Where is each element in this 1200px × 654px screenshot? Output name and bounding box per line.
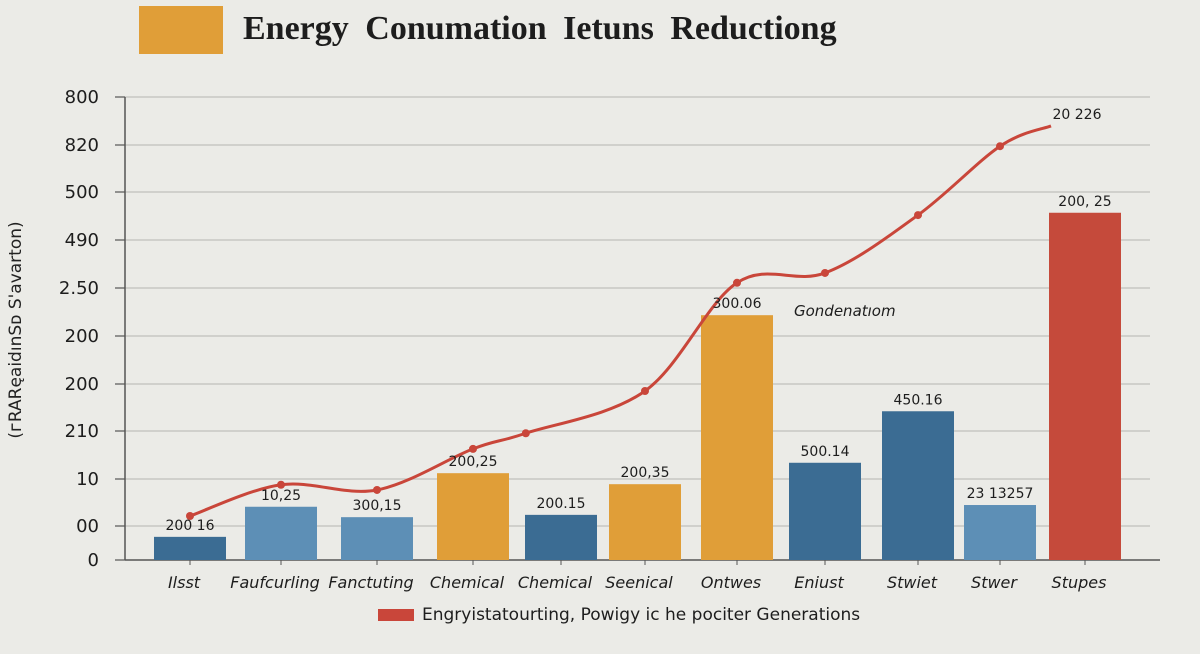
bar-data-label: 200 16 [166,518,215,534]
y-tick-label: 500 [65,182,99,203]
bar [341,517,413,560]
line-point [996,142,1004,151]
x-tick-label: Ontwes [701,573,761,592]
bars [154,212,1121,560]
y-tick-label: 200 [65,326,99,347]
y-tick-label: 0 [88,550,99,571]
bar [525,514,597,560]
bar [245,506,317,560]
bar [437,473,509,560]
y-tick-label: 820 [65,135,99,156]
line-point [641,387,649,396]
line-series [186,124,1052,521]
bar [154,536,226,560]
x-tick-label: Chemical [430,573,505,592]
x-tick-label: Ilsst [168,573,201,592]
bar-data-label: 200,35 [621,465,670,481]
line-point [373,485,381,494]
y-tick-label: 00 [76,516,99,537]
bar [882,411,954,560]
legend: Engryistatourting, Powigy ic he pociter … [378,605,860,625]
line-point [821,268,829,277]
gridlines [125,96,1150,527]
x-tick-label: Stwer [971,573,1018,592]
y-tick-label: 490 [65,230,99,251]
x-tick-label: Fanctuting [328,573,413,592]
line-point [733,278,741,287]
x-tick-label: Chemical [518,573,593,592]
bar-data-label: 300.06 [713,296,762,312]
y-tick-label: 200 [65,374,99,395]
bar [964,505,1036,560]
annotation: Gondenatıom [794,302,896,320]
line-point [521,429,530,438]
bar-data-label: 200.15 [537,496,586,512]
x-tick-label: Faufcurling [230,573,319,592]
x-tick-label: Seenical [605,573,673,592]
bar-data-label: 200, 25 [1058,194,1111,210]
line-point [277,480,285,489]
bar [609,484,681,560]
bar [789,462,861,560]
bar [701,315,773,560]
line-end-label: 20 226 [1053,107,1102,123]
line-point [914,211,922,220]
y-tick-label: 2.50 [59,278,99,299]
bar-data-label: 200,25 [449,454,498,470]
labels: 200 16 Ilsst 10,25 Faufcurling 300,15 Fanctut… [166,107,1112,592]
x-tick-label: Stupes [1052,573,1107,592]
line-point [186,512,194,521]
bar-data-label: 500.14 [801,444,850,460]
legend-label: Engryistatourting, Powigy ic he pociter … [422,605,861,625]
y-tick-label: 10 [76,469,99,490]
x-tick-label: Stwiet [887,573,938,592]
y-tick-label: 800 [65,87,99,108]
x-tick-label: Eniust [794,573,844,592]
title-swatch [139,6,223,54]
bar-data-label: 300,15 [353,498,402,514]
bar-data-label: 450.16 [894,392,943,408]
legend-swatch [378,609,414,621]
bar-data-label: 23 13257 [967,486,1034,502]
y-tick-label: 210 [65,421,99,442]
line-point [469,444,477,453]
chart-title: Energy Conumation Ietuns Reductiong [243,10,837,47]
bar [1049,212,1121,560]
bar-data-label: 10,25 [261,488,301,504]
